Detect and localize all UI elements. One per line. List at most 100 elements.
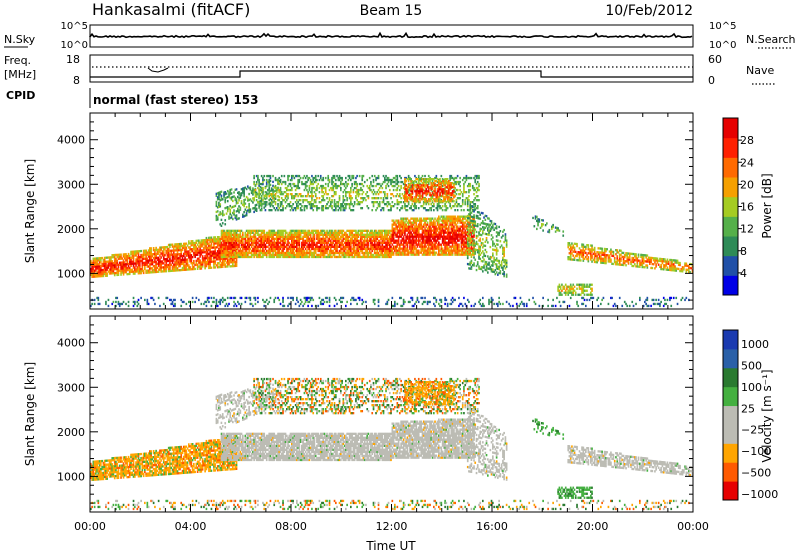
power-cell [446, 235, 449, 238]
power-cell [420, 227, 423, 230]
power-cell [260, 239, 263, 242]
power-cell [338, 176, 341, 180]
power-cell [377, 203, 380, 206]
power-cell [243, 193, 245, 196]
power-cell [350, 191, 352, 194]
power-cell [250, 235, 253, 238]
power-cell [289, 178, 292, 182]
power-cell [399, 221, 401, 224]
power-cell [402, 221, 405, 224]
power-cell [415, 217, 418, 220]
power-cell [385, 231, 387, 234]
power-cell [355, 251, 357, 255]
power-cell [405, 247, 407, 250]
power-cell [420, 221, 423, 224]
power-cell [286, 231, 288, 234]
power-cell [144, 265, 146, 268]
power-cell [396, 186, 399, 190]
power-cell [205, 242, 208, 246]
power-cell [332, 241, 335, 244]
power-cell [404, 247, 406, 250]
power-cell [95, 275, 97, 278]
power-cell [170, 249, 173, 252]
power-cell [269, 241, 272, 244]
power-cell [303, 249, 306, 253]
power-cell [443, 225, 445, 228]
power-cell [186, 254, 189, 257]
power-cell [402, 243, 405, 246]
power-cell [233, 247, 235, 251]
power-cell [337, 239, 340, 242]
power-cell [170, 251, 173, 254]
power-cell [279, 237, 282, 240]
power-cell [309, 178, 312, 182]
power-cell [312, 247, 315, 251]
power-cell [380, 237, 382, 240]
power-cell [180, 248, 183, 252]
power-cell [164, 260, 166, 263]
power-cell [170, 259, 173, 262]
power-cell [302, 229, 304, 232]
power-cell [210, 252, 213, 255]
power-cell [401, 217, 404, 220]
power-cell [443, 237, 445, 240]
power-cell [425, 225, 428, 228]
power-cell [463, 243, 465, 246]
power-cell [340, 207, 342, 210]
power-cell [98, 263, 101, 266]
power-cell [277, 178, 279, 182]
power-cell [358, 247, 361, 251]
power-cell [343, 231, 346, 234]
power-cell [268, 182, 271, 186]
power-cell [238, 197, 240, 200]
power-cell [454, 235, 456, 238]
power-cell [352, 245, 355, 248]
power-cell [434, 229, 436, 232]
power-cell [208, 260, 210, 264]
power-cell [362, 184, 365, 188]
power-cell [356, 251, 358, 255]
power-cell [341, 178, 343, 182]
power-cell [223, 243, 225, 246]
power-cell [292, 235, 294, 238]
power-cell [378, 247, 381, 251]
power-cell [128, 268, 131, 272]
power-cell [352, 235, 355, 238]
power-cell [272, 201, 274, 204]
power-cell [392, 188, 395, 192]
power-cell [283, 255, 286, 259]
power-cell [224, 233, 227, 236]
power-cell [252, 239, 254, 242]
power-cell [415, 237, 418, 240]
power-cell [293, 229, 296, 232]
power-cell [460, 249, 463, 252]
power-cell [110, 262, 112, 265]
power-cell [205, 244, 208, 248]
power-cell [366, 235, 369, 238]
power-cell [366, 247, 369, 251]
power-cell [185, 268, 188, 271]
power-cell [155, 246, 157, 250]
power-cell [451, 241, 454, 244]
power-cell [296, 229, 298, 232]
power-cell [444, 251, 446, 254]
power-cell [247, 229, 249, 232]
power-cell [296, 199, 298, 202]
power-cell [221, 253, 224, 257]
power-cell [402, 182, 405, 186]
power-cell [245, 235, 248, 238]
power-cell [458, 251, 460, 254]
power-cell [244, 247, 247, 251]
power-cell [260, 201, 263, 204]
power-cell [242, 253, 244, 257]
power-cell [243, 195, 245, 198]
power-cell [188, 268, 190, 271]
power-cell [396, 235, 399, 238]
power-cell [286, 186, 288, 190]
power-cell [235, 237, 238, 240]
power-cell [258, 205, 260, 208]
power-cell [363, 237, 366, 240]
power-cell [120, 267, 122, 270]
power-cell [368, 249, 371, 253]
power-cell [420, 233, 423, 236]
